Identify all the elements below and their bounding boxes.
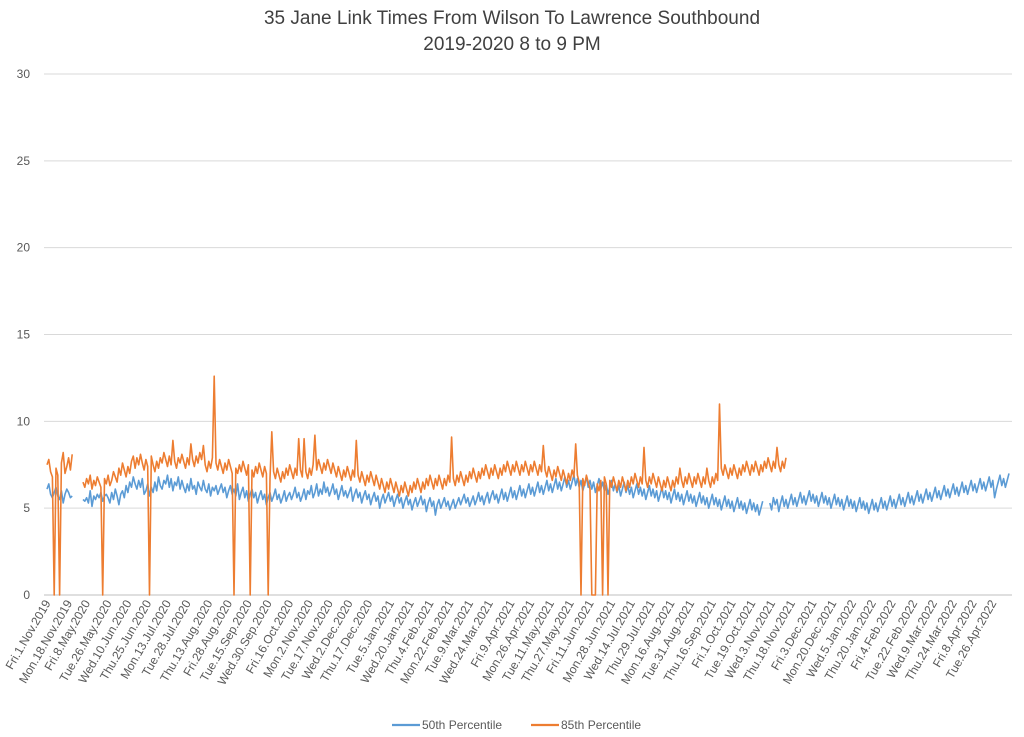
x-axis-ticks: Fri.1.Nov.2019Mon.18.Nov.2019Fri.8.May.2… bbox=[3, 597, 1000, 687]
series-line-p85 bbox=[46, 375, 787, 596]
gridlines bbox=[44, 73, 1012, 596]
chart-title-line-2: 2019-2020 8 to 9 PM bbox=[423, 34, 600, 55]
y-tick-label: 25 bbox=[17, 154, 31, 168]
series-line-p50 bbox=[46, 473, 1010, 516]
legend: 50th Percentile 85th Percentile bbox=[392, 718, 641, 732]
y-tick-label: 5 bbox=[23, 501, 30, 515]
legend-label: 85th Percentile bbox=[561, 718, 641, 732]
chart-title-line-1: 35 Jane Link Times From Wilson To Lawren… bbox=[264, 8, 760, 29]
y-tick-label: 10 bbox=[17, 414, 31, 428]
y-tick-label: 30 bbox=[17, 67, 31, 81]
series-lines bbox=[46, 375, 1010, 596]
y-axis-ticks: 0 5 10 15 20 25 30 bbox=[17, 67, 31, 602]
y-tick-label: 15 bbox=[17, 328, 31, 342]
y-tick-label: 0 bbox=[23, 588, 30, 602]
y-tick-label: 20 bbox=[17, 241, 31, 255]
legend-label: 50th Percentile bbox=[422, 718, 502, 732]
